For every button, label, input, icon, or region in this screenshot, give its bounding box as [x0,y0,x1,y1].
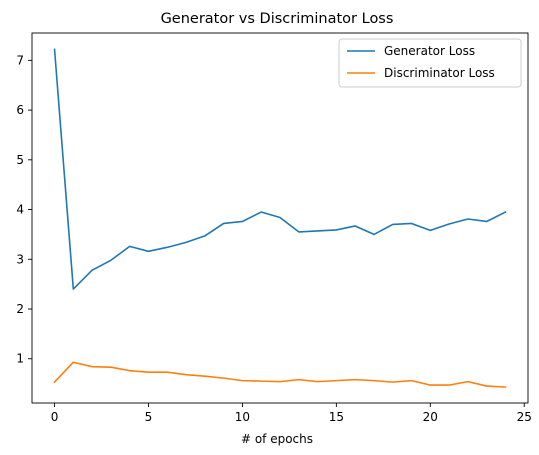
legend-box [338,38,522,88]
y-tick-label: 4 [16,203,24,217]
x-axis-label: # of epochs [241,432,313,446]
y-tick-label: 1 [16,352,24,366]
y-tick-label: 5 [16,153,24,167]
x-tick-label: 15 [329,410,344,424]
legend: Generator Loss Discriminator Loss [338,38,522,88]
chart-title: Generator vs Discriminator Loss [161,11,394,27]
x-tick-label: 10 [235,410,250,424]
x-tick-label: 5 [145,410,153,424]
y-axis-ticks: 1 2 3 4 5 6 7 [16,53,32,366]
y-tick-label: 7 [16,53,24,67]
y-tick-label: 2 [16,302,24,316]
x-tick-label: 25 [517,410,532,424]
legend-label: Generator Loss [384,44,475,58]
series-line-discriminator [53,361,507,388]
y-tick-label: 3 [16,252,24,266]
x-tick-label: 0 [51,410,59,424]
series-layer [53,48,507,388]
y-tick-label: 6 [16,103,24,117]
x-tick-label: 20 [423,410,438,424]
series-line-generator [53,48,507,290]
axes-frame [31,32,529,404]
plot-area [31,32,529,404]
legend-label: Discriminator Loss [384,66,495,80]
x-axis-ticks: 0 5 10 15 20 25 [51,403,532,424]
